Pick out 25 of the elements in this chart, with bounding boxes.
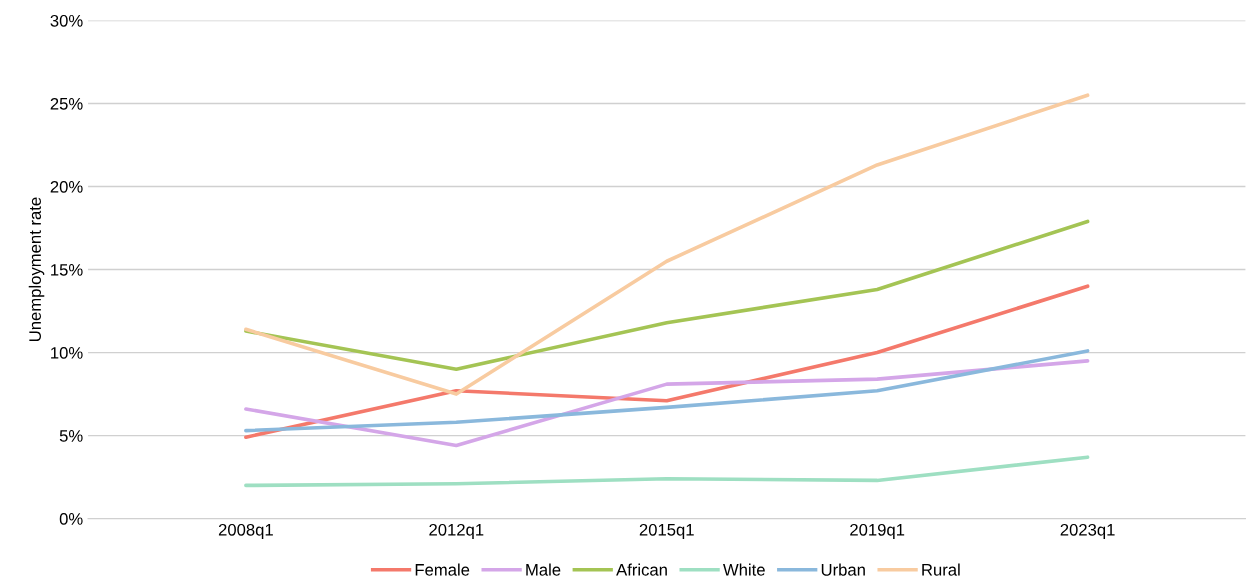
y-tick-label: 10% [51, 346, 83, 359]
y-tick-label: 25% [50, 97, 83, 110]
line-series [244, 455, 1090, 488]
legend-label: Rural [922, 563, 960, 576]
legend-label: Male [526, 563, 561, 576]
legend-label: Female [415, 563, 470, 576]
x-tick-label: 2015q1 [639, 523, 694, 540]
legend-label: Urban [821, 563, 865, 576]
line-series [244, 284, 1090, 440]
x-tick-label: 2023q1 [1060, 523, 1115, 540]
y-tick-label: 20% [50, 180, 83, 193]
legend-label: African [616, 563, 667, 576]
line-series [244, 349, 1090, 433]
x-tick-label: 2008q1 [218, 523, 273, 540]
y-tick-label: 0% [59, 513, 83, 525]
y-axis-title: Unemployment rate [28, 197, 45, 341]
x-tick-label: 2019q1 [850, 523, 905, 540]
line-series [244, 359, 1090, 448]
line-series [244, 93, 1090, 396]
x-tick-label: 2012q1 [429, 523, 484, 540]
y-tick-label: 30% [50, 14, 83, 27]
y-tick-label: 5% [59, 430, 83, 442]
line-series [244, 219, 1090, 371]
y-tick-label: 15% [51, 264, 83, 276]
legend-label: White [723, 563, 765, 576]
